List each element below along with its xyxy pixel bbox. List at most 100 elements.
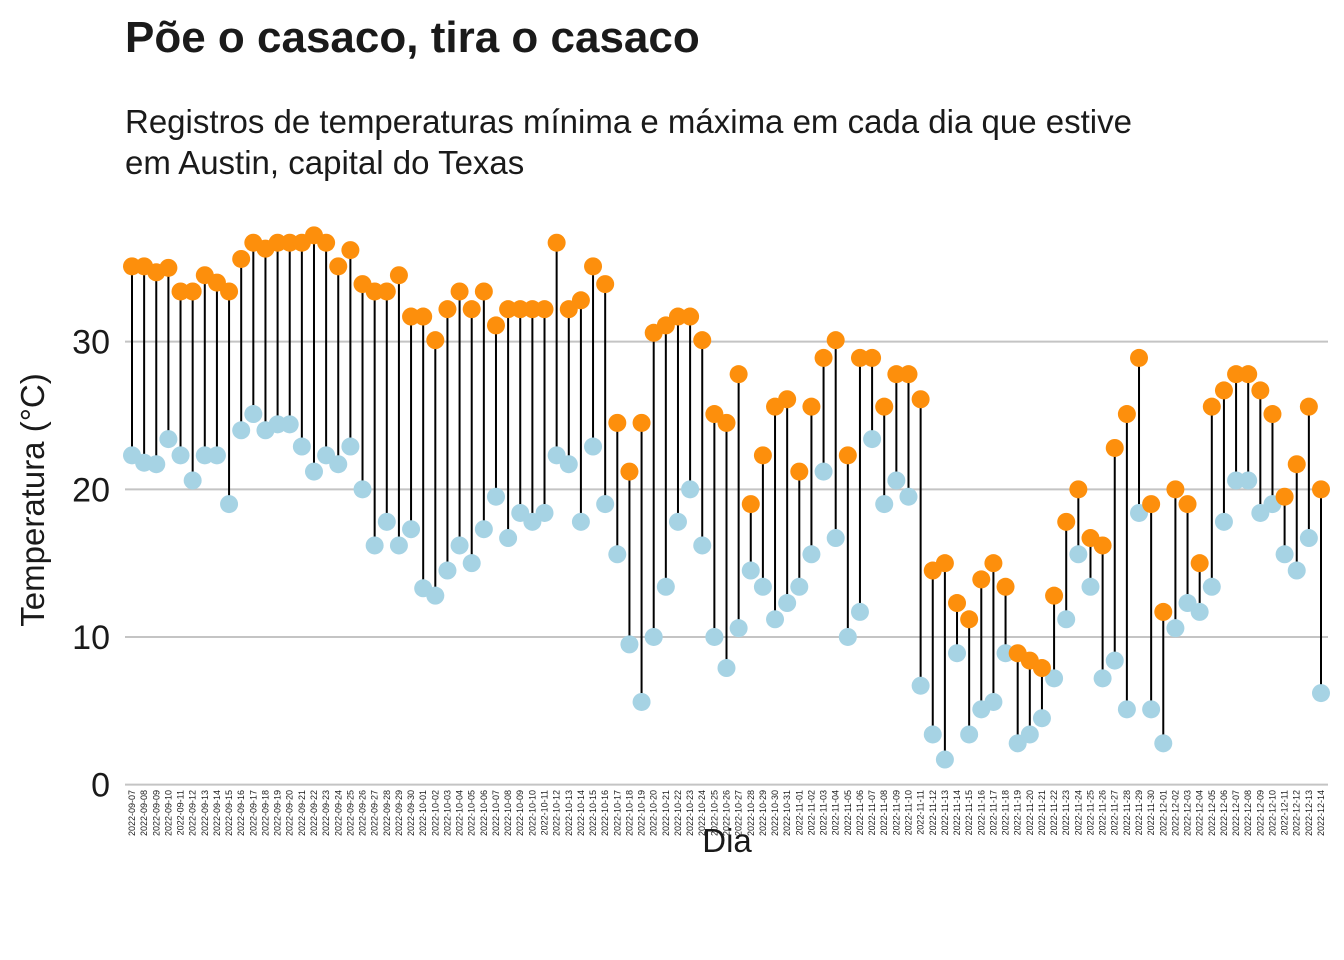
point bbox=[717, 413, 736, 432]
x-tick-label: 2022-12-06 bbox=[1219, 790, 1229, 836]
x-tick-label: 2022-09-23 bbox=[321, 790, 331, 836]
x-tick-label: 2022-11-01 bbox=[794, 790, 804, 835]
point bbox=[329, 455, 348, 474]
x-tick-label: 2022-09-27 bbox=[370, 790, 380, 836]
x-tick-label: 2022-10-23 bbox=[685, 790, 695, 836]
x-tick-label: 2022-11-21 bbox=[1037, 790, 1047, 835]
point bbox=[389, 266, 408, 285]
point bbox=[1154, 602, 1173, 621]
x-tick-label: 2022-09-21 bbox=[297, 790, 307, 836]
point bbox=[681, 307, 700, 326]
point bbox=[911, 676, 930, 695]
point bbox=[1130, 348, 1149, 367]
point bbox=[1190, 554, 1209, 573]
point bbox=[1117, 700, 1136, 719]
point bbox=[571, 291, 590, 310]
point bbox=[826, 529, 845, 548]
point bbox=[984, 554, 1003, 573]
point bbox=[474, 520, 493, 539]
x-tick-label: 2022-10-21 bbox=[661, 790, 671, 836]
point bbox=[935, 554, 954, 573]
point bbox=[1287, 455, 1306, 474]
point bbox=[486, 487, 505, 506]
point bbox=[1190, 602, 1209, 621]
x-tick-label: 2022-09-09 bbox=[151, 790, 161, 836]
point bbox=[608, 545, 627, 564]
point bbox=[826, 331, 845, 350]
x-tick-label: 2022-10-01 bbox=[418, 790, 428, 836]
point bbox=[183, 282, 202, 301]
point bbox=[681, 480, 700, 499]
x-tick-label: 2022-11-08 bbox=[879, 790, 889, 835]
x-tick-label: 2022-10-03 bbox=[442, 790, 452, 836]
point bbox=[596, 275, 615, 294]
point bbox=[838, 446, 857, 465]
x-tick-label: 2022-12-05 bbox=[1207, 790, 1217, 836]
point bbox=[656, 577, 675, 596]
chart-subtitle: em Austin, capital do Texas bbox=[125, 144, 524, 181]
point bbox=[911, 390, 930, 409]
point bbox=[717, 659, 736, 678]
point bbox=[1105, 438, 1124, 457]
point bbox=[1202, 397, 1221, 416]
x-tick-label: 2022-09-13 bbox=[200, 790, 210, 836]
x-tick-label: 2022-11-30 bbox=[1146, 790, 1156, 835]
point bbox=[547, 233, 566, 252]
point bbox=[1117, 405, 1136, 424]
point bbox=[778, 390, 797, 409]
point bbox=[1214, 512, 1233, 531]
point bbox=[1069, 480, 1088, 499]
chart-subtitle: Registros de temperaturas mínima e máxim… bbox=[125, 103, 1132, 140]
point bbox=[535, 300, 554, 319]
point bbox=[996, 577, 1015, 596]
x-tick-label: 2022-11-22 bbox=[1049, 790, 1059, 835]
point bbox=[1069, 545, 1088, 564]
x-tick-label: 2022-11-09 bbox=[891, 790, 901, 835]
point bbox=[948, 594, 967, 613]
x-tick-label: 2022-09-19 bbox=[273, 790, 283, 836]
x-tick-label: 2022-11-19 bbox=[1013, 790, 1023, 835]
x-tick-label: 2022-09-24 bbox=[333, 790, 343, 836]
x-tick-label: 2022-10-11 bbox=[540, 790, 550, 835]
point bbox=[693, 331, 712, 350]
point bbox=[1263, 405, 1282, 424]
x-tick-label: 2022-10-26 bbox=[722, 790, 732, 836]
x-tick-label: 2022-10-14 bbox=[576, 790, 586, 836]
point bbox=[948, 644, 967, 663]
point bbox=[1081, 577, 1100, 596]
point bbox=[1239, 471, 1258, 490]
x-tick-label: 2022-10-15 bbox=[588, 790, 598, 836]
point bbox=[741, 495, 760, 514]
x-tick-label: 2022-10-16 bbox=[600, 790, 610, 836]
point bbox=[899, 365, 918, 384]
point bbox=[693, 536, 712, 555]
point bbox=[1057, 512, 1076, 531]
x-tick-label: 2022-10-12 bbox=[552, 790, 562, 836]
x-tick-label: 2022-10-20 bbox=[649, 790, 659, 836]
point bbox=[668, 512, 687, 531]
point bbox=[1312, 684, 1330, 703]
point bbox=[220, 495, 239, 514]
point bbox=[729, 619, 748, 638]
x-tick-label: 2022-10-31 bbox=[782, 790, 792, 836]
x-tick-label: 2022-11-06 bbox=[855, 790, 865, 835]
x-tick-label: 2022-10-04 bbox=[455, 790, 465, 836]
point bbox=[292, 437, 311, 456]
x-tick-label: 2022-10-29 bbox=[758, 790, 768, 836]
x-tick-label: 2022-11-20 bbox=[1025, 790, 1035, 835]
point bbox=[1154, 734, 1173, 753]
point bbox=[1299, 529, 1318, 548]
point bbox=[414, 307, 433, 326]
point bbox=[426, 586, 445, 605]
x-tick-label: 2022-09-25 bbox=[345, 790, 355, 836]
point bbox=[778, 594, 797, 613]
point bbox=[571, 512, 590, 531]
x-tick-label: 2022-12-07 bbox=[1231, 790, 1241, 836]
x-tick-label: 2022-09-26 bbox=[358, 790, 368, 836]
point bbox=[462, 554, 481, 573]
point bbox=[486, 316, 505, 335]
x-tick-label: 2022-09-11 bbox=[176, 790, 186, 835]
point bbox=[1093, 669, 1112, 688]
x-tick-label: 2022-12-02 bbox=[1170, 790, 1180, 836]
point bbox=[559, 455, 578, 474]
